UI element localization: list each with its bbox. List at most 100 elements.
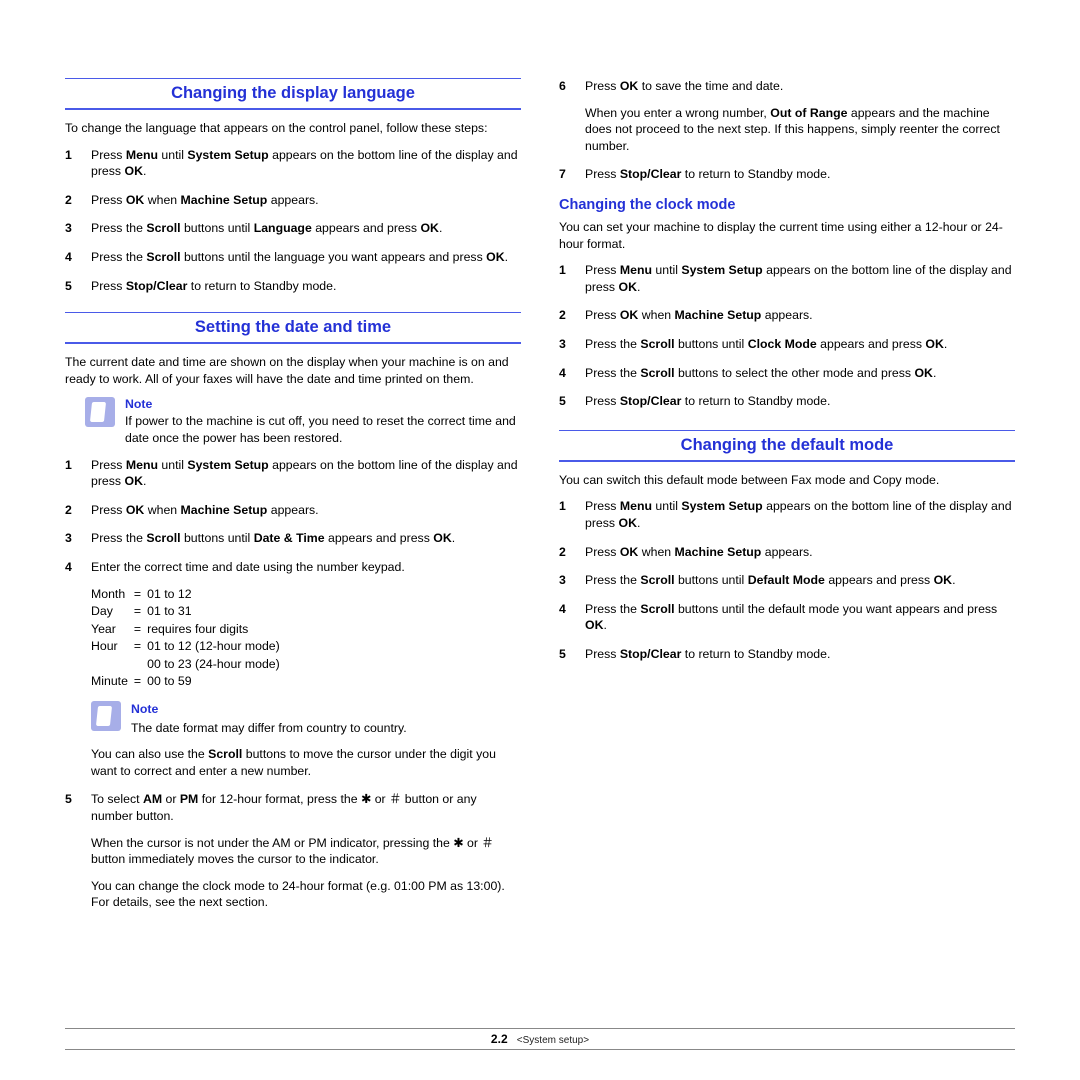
step-text: Press Menu until System Setup appears on… <box>91 457 521 490</box>
steps-list: 1 Press Menu until System Setup appears o… <box>65 457 521 547</box>
section-heading-display-language: Changing the display language <box>65 78 521 110</box>
table-cell: Day <box>91 603 134 621</box>
step-number: 3 <box>65 530 77 547</box>
step-item: 2Press OK when Machine Setup appears. <box>559 307 1015 324</box>
table-cell: Minute <box>91 673 134 691</box>
step-number: 4 <box>65 559 77 780</box>
left-column: Changing the display language To change … <box>65 78 521 998</box>
table-cell: requires four digits <box>147 621 286 639</box>
steps-list: 1 Press Menu until System Setup appears o… <box>65 147 521 295</box>
step-item: 1 Press Menu until System Setup appears o… <box>65 147 521 180</box>
step-text: Press OK when Machine Setup appears. <box>91 502 521 519</box>
table-cell: = <box>134 621 147 639</box>
table-cell: Month <box>91 586 134 604</box>
step-number: 2 <box>65 192 77 209</box>
steps-list: 4 Enter the correct time and date using … <box>65 559 521 911</box>
step-text: Press Stop/Clear to return to Standby mo… <box>585 393 1015 410</box>
step-number: 7 <box>559 166 571 183</box>
steps-list: 1 Press Menu until System Setup appears o… <box>559 262 1015 410</box>
steps-list: 6 Press OK to save the time and date. When… <box>559 78 1015 183</box>
step-item: 4 Press the Scroll buttons to select the … <box>559 365 1015 382</box>
note-block: Note The date format may differ from cou… <box>91 701 521 736</box>
intro-text: You can switch this default mode between… <box>559 472 1015 489</box>
step-item: 2 Press OK when Machine Setup appears. <box>65 192 521 209</box>
step-number: 6 <box>559 78 571 154</box>
step-item: 2 Press OK when Machine Setup appears. <box>65 502 521 519</box>
table-cell: 01 to 31 <box>147 603 286 621</box>
two-column-layout: Changing the display language To change … <box>65 78 1015 998</box>
intro-text: The current date and time are shown on t… <box>65 354 521 387</box>
step-item: 3 Press the Scroll buttons until Date & T… <box>65 530 521 547</box>
page-number-minor: .2 <box>498 1032 508 1046</box>
step-text: Press the Scroll buttons until Clock Mod… <box>585 336 1015 353</box>
step-text: Press OK to save the time and date. <box>585 78 1015 95</box>
table-cell: Year <box>91 621 134 639</box>
step-item: 1 Press Menu until System Setup appears o… <box>559 498 1015 531</box>
step-text: Press the Scroll buttons to select the o… <box>585 365 1015 382</box>
step-item: 2Press OK when Machine Setup appears. <box>559 544 1015 561</box>
page-label: <System setup> <box>517 1035 589 1046</box>
step-number: 5 <box>559 646 571 663</box>
table-cell: 01 to 12 (12-hour mode) <box>147 638 286 656</box>
step-number: 2 <box>65 502 77 519</box>
right-column: 6 Press OK to save the time and date. When… <box>559 78 1015 998</box>
step-item: 4 Press the Scroll buttons until the lang… <box>65 249 521 266</box>
step-number: 1 <box>559 498 571 531</box>
step-item: 4Press the Scroll buttons until the defa… <box>559 601 1015 634</box>
step-text: Press Stop/Clear to return to Standby mo… <box>585 646 1015 663</box>
step-item: 1 Press Menu until System Setup appears o… <box>65 457 521 490</box>
value-table: Month=01 to 12Day=01 to 31Year=requires … <box>91 586 286 692</box>
step-text: Press the Scroll buttons until the defau… <box>585 601 1015 634</box>
table-cell: = <box>134 586 147 604</box>
step-number: 4 <box>559 365 571 382</box>
step-text: Press the Scroll buttons until Language … <box>91 220 521 237</box>
step-item: 5 To select AM or PM for 12-hour format,… <box>65 791 521 911</box>
step-item: 5Press Stop/Clear to return to Standby m… <box>65 278 521 295</box>
step-number: 1 <box>65 147 77 180</box>
step-text: When the cursor is not under the AM or P… <box>91 835 521 868</box>
step-item: 5 Press Stop/Clear to return to Standby m… <box>559 646 1015 663</box>
step-text: To select AM or PM for 12-hour format, p… <box>91 791 521 824</box>
section-heading-date-time: Setting the date and time <box>65 312 521 344</box>
step-number: 4 <box>65 249 77 266</box>
page-footer: 2.2 <System setup> <box>65 1028 1015 1050</box>
table-cell: 00 to 23 (24-hour mode) <box>147 656 286 674</box>
steps-list: 1 Press Menu until System Setup appears o… <box>559 498 1015 662</box>
step-text: Press the Scroll buttons until the langu… <box>91 249 521 266</box>
step-number: 1 <box>65 457 77 490</box>
section-heading-default-mode: Changing the default mode <box>559 430 1015 462</box>
table-cell: 01 to 12 <box>147 586 286 604</box>
step-text: Press the Scroll buttons until Date & Ti… <box>91 530 521 547</box>
step-number: 3 <box>65 220 77 237</box>
step-item: 3Press the Scroll buttons until Default … <box>559 572 1015 589</box>
step-text: You can change the clock mode to 24-hour… <box>91 878 521 911</box>
step-text: Press Menu until System Setup appears on… <box>91 147 521 180</box>
step-text: When you enter a wrong number, Out of Ra… <box>585 105 1015 155</box>
step-number: 5 <box>65 791 77 911</box>
step-number: 5 <box>65 278 77 295</box>
step-item: 4 Enter the correct time and date using … <box>65 559 521 780</box>
note-icon <box>85 397 115 427</box>
step-item: 3Press the Scroll buttons until Clock Mo… <box>559 336 1015 353</box>
step-item: 7 Press Stop/Clear to return to Standby m… <box>559 166 1015 183</box>
note-icon <box>91 701 121 731</box>
step-number: 2 <box>559 544 571 561</box>
step-text: Press Menu until System Setup appears on… <box>585 262 1015 295</box>
intro-text: To change the language that appears on t… <box>65 120 521 137</box>
table-cell: = <box>134 673 147 691</box>
step-item: 5Press Stop/Clear to return to Standby m… <box>559 393 1015 410</box>
table-cell: = <box>134 638 147 656</box>
step-number: 1 <box>559 262 571 295</box>
step-text: Press Menu until System Setup appears on… <box>585 498 1015 531</box>
step-text: You can also use the Scroll buttons to m… <box>91 746 521 779</box>
note-title: Note <box>131 701 521 718</box>
step-item: 6 Press OK to save the time and date. When… <box>559 78 1015 154</box>
step-item: 1 Press Menu until System Setup appears o… <box>559 262 1015 295</box>
step-text: Press OK when Machine Setup appears. <box>91 192 521 209</box>
page-number-major: 2 <box>491 1032 498 1046</box>
step-text: Enter the correct time and date using th… <box>91 559 521 576</box>
table-cell <box>91 656 134 674</box>
table-cell <box>134 656 147 674</box>
step-text: Press Stop/Clear to return to Standby mo… <box>585 166 1015 183</box>
table-cell: = <box>134 603 147 621</box>
